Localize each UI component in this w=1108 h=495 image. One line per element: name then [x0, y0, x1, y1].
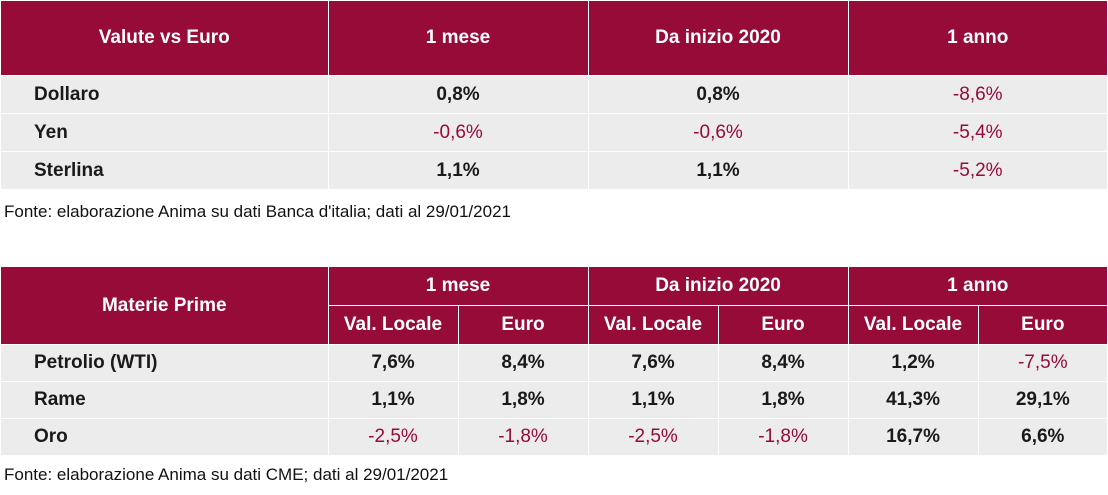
cell-value: -1,8% [458, 418, 589, 455]
header-group-1-month: 1 mese [328, 267, 589, 306]
table-row: Yen -0,6% -0,6% -5,4% [1, 113, 1107, 152]
row-label: Rame [1, 381, 329, 419]
cell-value: 16,7% [848, 418, 979, 455]
cell-value: -7,5% [978, 344, 1108, 382]
cell-value: 0,8% [328, 75, 589, 114]
header-1-year: 1 anno [848, 1, 1107, 76]
cell-value: 1,1% [328, 381, 459, 419]
row-label: Dollaro [1, 75, 329, 114]
commodities-header-row: Materie Prime 1 mese Da inizio 2020 1 an… [1, 267, 1108, 345]
cell-value: 1,1% [328, 151, 589, 189]
cell-value: 7,6% [588, 344, 719, 382]
commodities-subheader-row: Val. Locale Euro Val. Locale Euro Val. L… [1, 305, 1108, 345]
cell-value: 1,2% [848, 344, 979, 382]
cell-value: 7,6% [328, 344, 459, 382]
header-1-month: 1 mese [328, 1, 589, 76]
cell-value: -2,5% [588, 418, 719, 455]
commodities-table: Materie Prime 1 mese Da inizio 2020 1 an… [1, 267, 1108, 455]
row-label: Yen [1, 113, 329, 152]
cell-value: -0,6% [328, 113, 589, 152]
cell-value: -2,5% [328, 418, 459, 455]
subheader-local-value: Val. Locale [588, 305, 719, 345]
header-commodities-label: Materie Prime [1, 267, 329, 345]
subheader-local-value: Val. Locale [848, 305, 979, 345]
currencies-header-row: Valute vs Euro 1 mese Da inizio 2020 1 a… [1, 1, 1107, 76]
table-row: Petrolio (WTI) 7,6% 8,4% 7,6% 8,4% 1,2% … [1, 344, 1108, 382]
cell-value: 1,1% [588, 381, 719, 419]
cell-value: -5,2% [848, 151, 1107, 189]
table-row: Oro -2,5% -1,8% -2,5% -1,8% 16,7% 6,6% [1, 418, 1108, 455]
subheader-euro: Euro [458, 305, 589, 345]
subheader-local-value: Val. Locale [328, 305, 459, 345]
row-label: Sterlina [1, 151, 329, 189]
cell-value: -1,8% [718, 418, 849, 455]
header-group-since-2020: Da inizio 2020 [588, 267, 849, 306]
cell-value: -8,6% [848, 75, 1107, 114]
cell-value: 8,4% [458, 344, 589, 382]
row-label: Oro [1, 418, 329, 455]
table-row: Sterlina 1,1% 1,1% -5,2% [1, 151, 1107, 189]
cell-value: 1,8% [458, 381, 589, 419]
cell-value: 8,4% [718, 344, 849, 382]
subheader-euro: Euro [978, 305, 1108, 345]
header-group-1-year: 1 anno [848, 267, 1108, 306]
header-since-2020: Da inizio 2020 [588, 1, 849, 76]
currencies-table: Valute vs Euro 1 mese Da inizio 2020 1 a… [1, 1, 1107, 189]
cell-value: -5,4% [848, 113, 1107, 152]
subheader-euro: Euro [718, 305, 849, 345]
cell-value: 41,3% [848, 381, 979, 419]
cell-value: -0,6% [588, 113, 849, 152]
table-row: Dollaro 0,8% 0,8% -8,6% [1, 75, 1107, 114]
cell-value: 29,1% [978, 381, 1108, 419]
header-currencies-label: Valute vs Euro [1, 1, 329, 76]
currencies-source-note: Fonte: elaborazione Anima su dati Banca … [4, 202, 511, 221]
table-row: Rame 1,1% 1,8% 1,1% 1,8% 41,3% 29,1% [1, 381, 1108, 419]
row-label: Petrolio (WTI) [1, 344, 329, 382]
cell-value: 1,8% [718, 381, 849, 419]
cell-value: 6,6% [978, 418, 1108, 455]
cell-value: 1,1% [588, 151, 849, 189]
commodities-source-note: Fonte: elaborazione Anima su dati CME; d… [4, 465, 449, 484]
cell-value: 0,8% [588, 75, 849, 114]
